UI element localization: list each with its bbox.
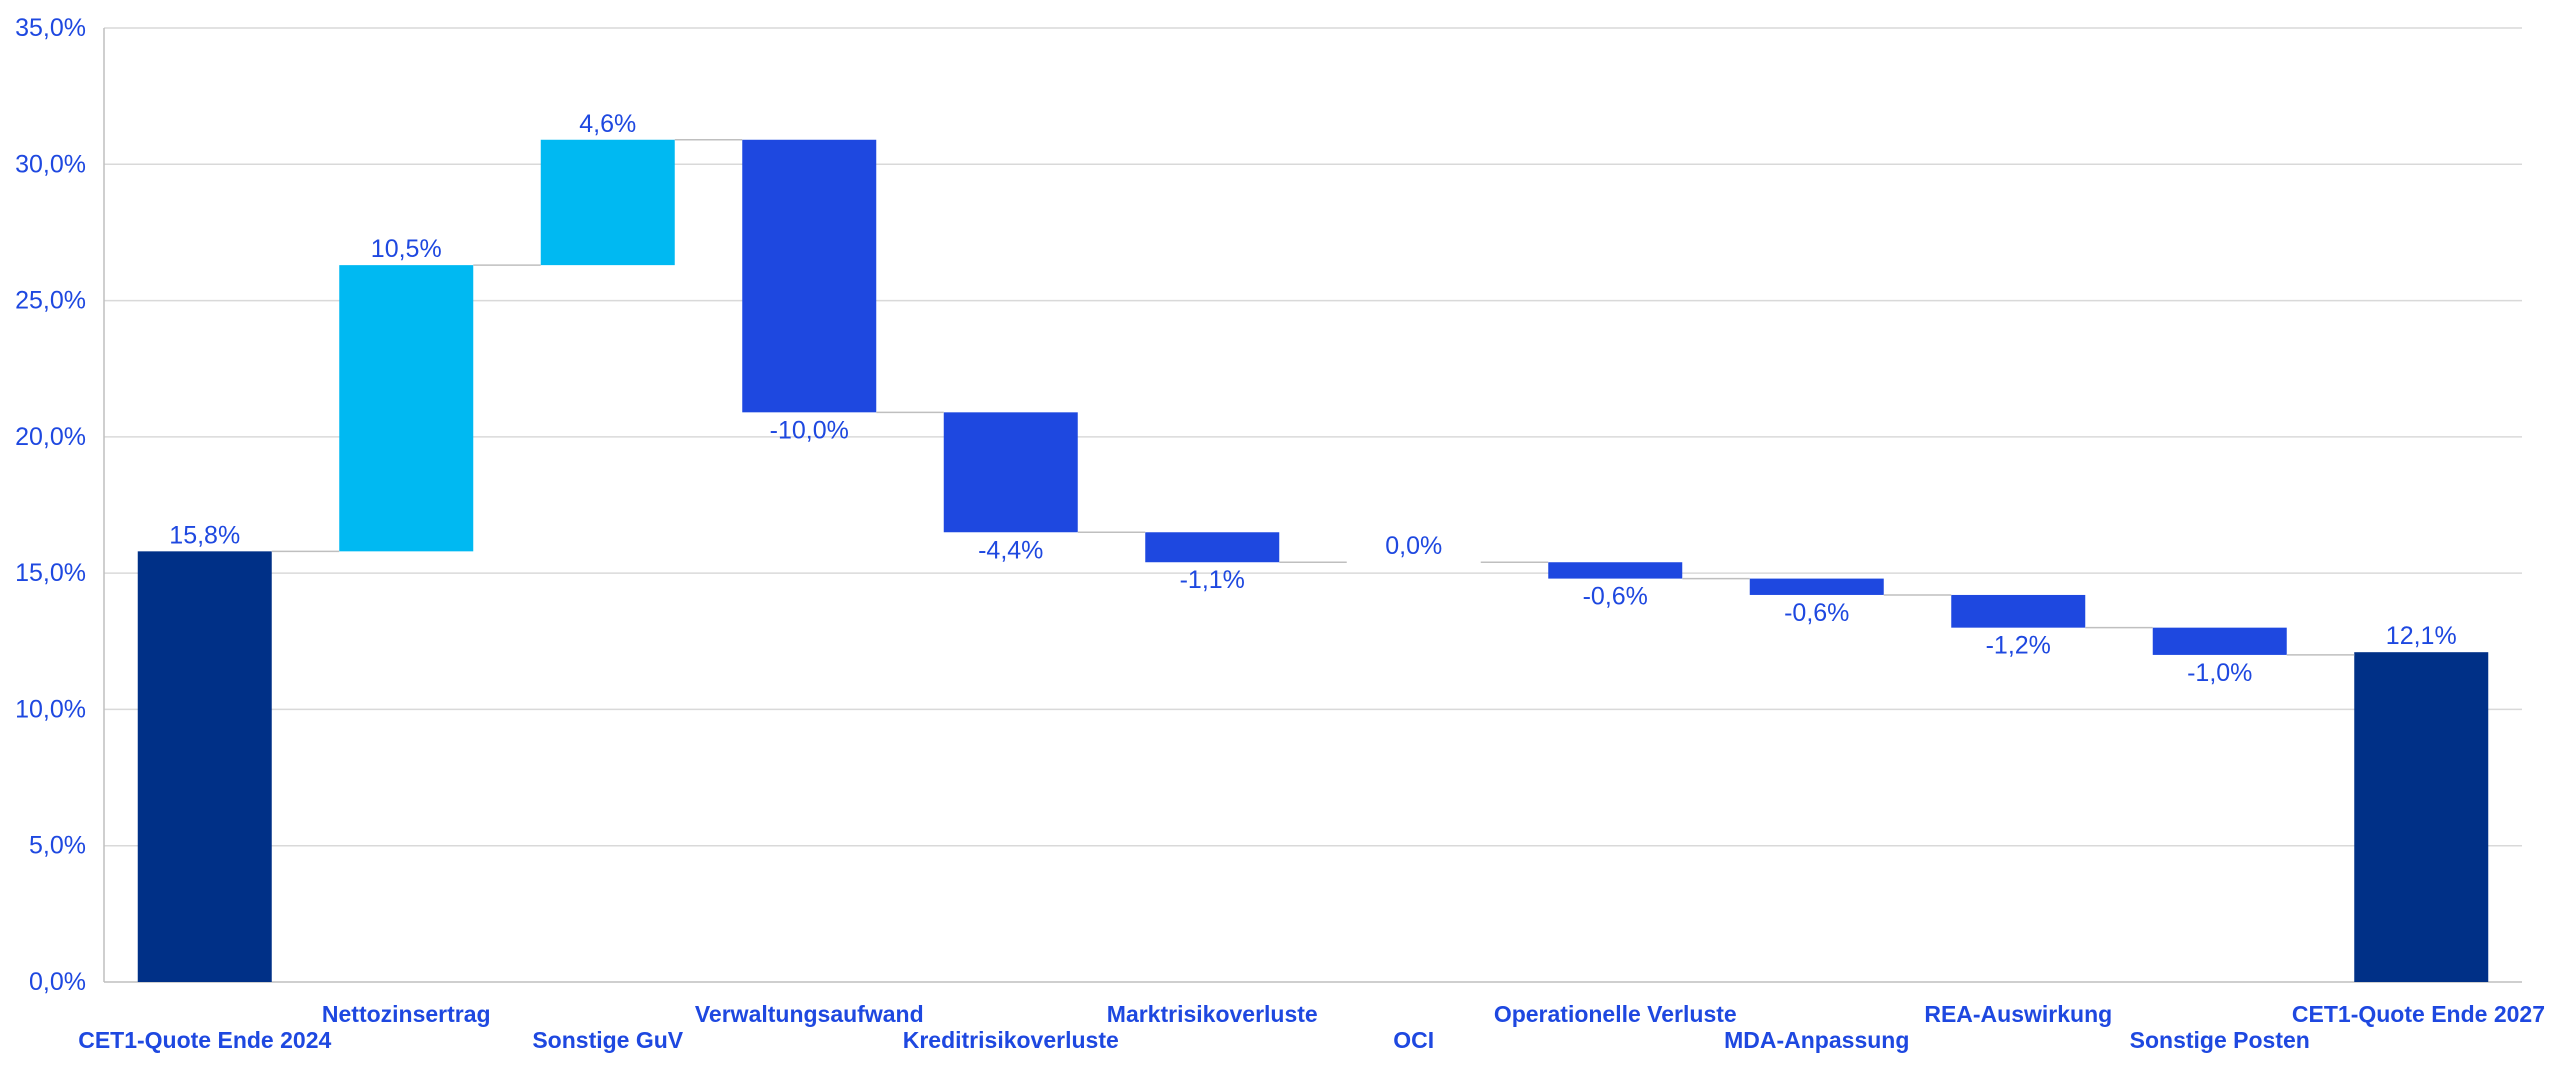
category-label: CET1-Quote Ende 2024: [78, 1027, 331, 1053]
bar: [137, 551, 272, 982]
category-label: Sonstige GuV: [532, 1027, 683, 1053]
bar: [339, 265, 474, 552]
bar: [1951, 594, 2086, 628]
data-label: -0,6%: [1784, 599, 1849, 627]
y-tick-label: 0,0%: [29, 968, 86, 996]
category-label: Kreditrisikoverluste: [903, 1027, 1119, 1053]
data-label: -1,2%: [1986, 632, 2051, 660]
bar: [540, 139, 675, 266]
category-label: Verwaltungsaufwand: [695, 1001, 924, 1027]
data-label: 4,6%: [579, 110, 636, 138]
category-label: Nettozinsertrag: [322, 1001, 491, 1027]
data-label: 12,1%: [2386, 622, 2457, 650]
y-tick-label: 20,0%: [15, 423, 86, 451]
data-label: -0,6%: [1583, 583, 1648, 611]
category-label: MDA-Anpassung: [1724, 1027, 1909, 1053]
data-label: 10,5%: [371, 235, 442, 263]
data-label: -1,1%: [1180, 566, 1245, 594]
y-tick-label: 10,0%: [15, 695, 86, 723]
data-label: -4,4%: [978, 536, 1043, 564]
category-label: OCI: [1393, 1027, 1434, 1053]
category-label: Operationelle Verluste: [1494, 1001, 1737, 1027]
category-label: Sonstige Posten: [2130, 1027, 2310, 1053]
data-label: 0,0%: [1385, 532, 1442, 560]
y-tick-label: 35,0%: [15, 14, 86, 42]
bar: [1749, 578, 1884, 595]
bar: [1145, 532, 1280, 563]
y-tick-label: 25,0%: [15, 287, 86, 315]
category-label: CET1-Quote Ende 2027: [2292, 1001, 2545, 1027]
data-label: -10,0%: [770, 416, 849, 444]
bar: [943, 412, 1078, 533]
y-tick-label: 5,0%: [29, 832, 86, 860]
y-tick-label: 15,0%: [15, 559, 86, 587]
category-label: Marktrisikoverluste: [1107, 1001, 1318, 1027]
data-label: -1,0%: [2187, 659, 2252, 687]
bar: [1548, 562, 1683, 579]
bar: [2152, 627, 2287, 655]
category-label: REA-Auswirkung: [1924, 1001, 2112, 1027]
bar: [2354, 652, 2489, 982]
data-label: 15,8%: [169, 521, 240, 549]
y-tick-label: 30,0%: [15, 150, 86, 178]
bar: [742, 139, 877, 413]
